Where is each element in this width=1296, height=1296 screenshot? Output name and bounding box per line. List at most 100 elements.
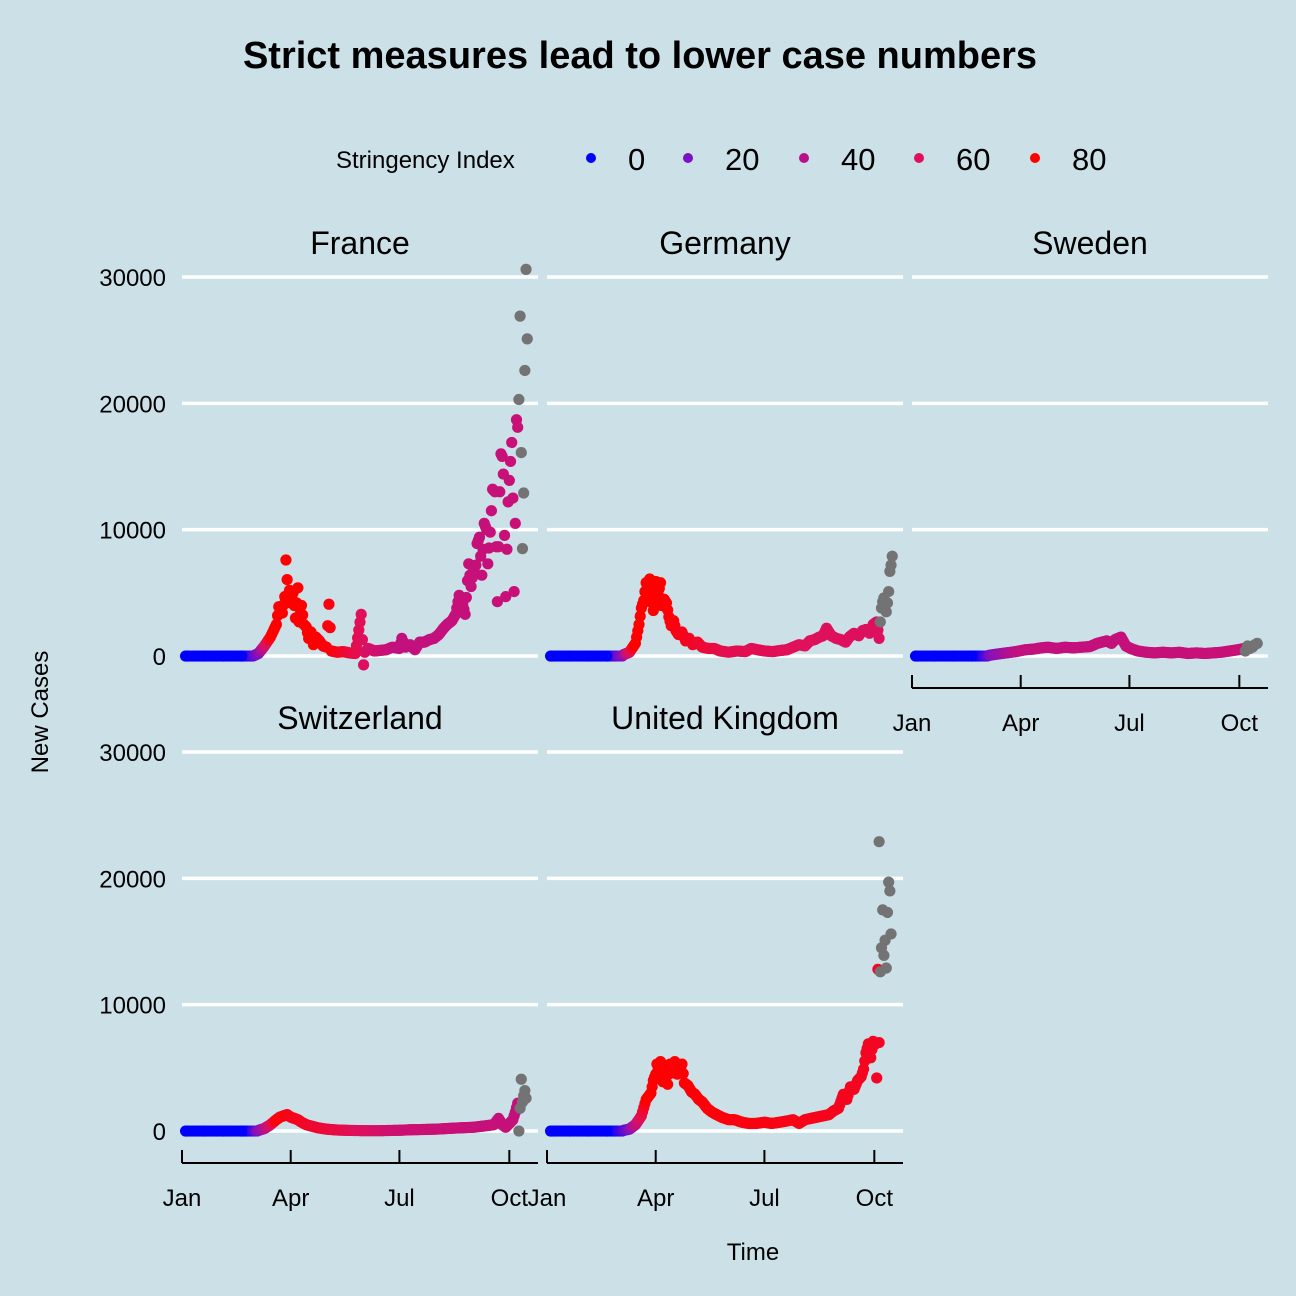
panel-title-france: France (310, 225, 410, 261)
data-point (460, 591, 472, 604)
data-point (501, 543, 513, 555)
panel-title-sweden: Sweden (1032, 225, 1148, 261)
data-point-na (520, 1092, 532, 1104)
data-point (677, 1067, 689, 1080)
data-point-na (518, 487, 530, 499)
data-point (476, 569, 488, 581)
data-point (634, 610, 646, 622)
y-tick-label: 20000 (99, 866, 166, 893)
data-point (496, 450, 508, 462)
data-point (218, 1125, 230, 1137)
x-axis-title: Time (727, 1239, 779, 1266)
data-point (295, 599, 308, 612)
y-tick-label: 30000 (99, 740, 166, 767)
y-tick-label: 10000 (99, 518, 166, 545)
data-point (583, 1125, 595, 1137)
data-point-na (514, 310, 526, 322)
data-point-na (878, 949, 890, 962)
y-tick-label: 10000 (99, 993, 166, 1020)
panel-title-united-kingdom: United Kingdom (611, 700, 839, 736)
panel-switzerland: Switzerland 0 10000 20000 30000 Jan Apr Jul Oct (99, 700, 538, 1212)
data-point (280, 554, 292, 566)
data-point-na (516, 543, 529, 555)
data-point-na (521, 333, 533, 345)
data-point-na (513, 1125, 525, 1137)
data-point-na (513, 393, 525, 406)
data-point (929, 650, 941, 662)
data-point (564, 650, 576, 662)
data-point (911, 650, 923, 662)
panel-sweden: Sweden Jan Apr Jul Oct (893, 225, 1268, 737)
legend-label-80: 80 (1072, 142, 1106, 177)
legend-label-20: 20 (725, 142, 759, 177)
x-tick-label: Jan (163, 1185, 202, 1212)
data-point (503, 474, 515, 486)
panel-title-germany: Germany (659, 225, 791, 261)
data-point-na (884, 885, 896, 897)
x-tick-label: Apr (272, 1185, 309, 1212)
y-tick-label: 30000 (99, 265, 166, 292)
data-point (324, 622, 336, 634)
data-point (181, 650, 193, 662)
data-point (465, 580, 477, 593)
data-point (356, 634, 368, 646)
data-point-na (1251, 637, 1263, 650)
facet-panels: France 0 10000 20000 30000 Germany Sweden Jan Ap… (99, 225, 1268, 1212)
data-point (357, 659, 370, 671)
data-point (276, 607, 288, 619)
data-point (459, 608, 471, 620)
data-point-na (873, 836, 885, 848)
legend-title: Stringency Index (336, 147, 515, 174)
data-point (601, 1125, 613, 1137)
data-point-na (880, 606, 892, 618)
data-point (504, 455, 517, 468)
y-tick-label: 0 (153, 1119, 166, 1146)
data-point (857, 1063, 870, 1075)
legend-key-80 (1030, 153, 1040, 163)
legend-label-60: 60 (956, 142, 990, 177)
data-point (270, 618, 282, 631)
data-point-na (519, 364, 531, 377)
data-point (491, 596, 503, 608)
data-point-na (520, 263, 532, 275)
data-point (466, 572, 478, 584)
chart-title: Strict measures lead to lower case numbe… (243, 35, 1037, 77)
data-point (546, 650, 558, 662)
data-point (484, 526, 496, 538)
data-point (508, 586, 520, 598)
data-point-na (883, 876, 895, 888)
data-point (873, 632, 885, 644)
data-point (506, 436, 518, 449)
data-point (509, 517, 521, 529)
data-point (199, 1125, 211, 1137)
data-point (482, 558, 494, 570)
data-point (218, 650, 230, 662)
x-tick-label: Apr (637, 1185, 674, 1212)
data-point (236, 1125, 248, 1137)
data-point-na (885, 559, 897, 571)
data-point (654, 577, 667, 589)
x-tick-label: Jul (1114, 710, 1145, 737)
data-point (355, 608, 367, 620)
data-point (662, 1078, 674, 1090)
panel-france: France 0 10000 20000 30000 (99, 225, 538, 671)
legend: Stringency Index 0 20 40 60 80 (336, 142, 1106, 177)
x-tick-label: Jul (384, 1185, 415, 1212)
data-point (564, 1125, 576, 1137)
data-point-na (880, 962, 892, 974)
data-point (500, 591, 512, 603)
data-point (470, 559, 482, 571)
y-axis-title: New Cases (27, 651, 54, 774)
data-point (485, 505, 498, 517)
data-point (297, 609, 309, 621)
data-point-na (515, 447, 527, 459)
x-tick-label: Oct (1221, 710, 1259, 737)
data-point-na (515, 1073, 527, 1085)
legend-key-40 (799, 153, 809, 163)
x-tick-label: Oct (491, 1185, 529, 1212)
data-point (498, 529, 511, 541)
data-point-na (885, 928, 897, 940)
data-point (871, 1072, 883, 1084)
data-point-na (886, 550, 898, 562)
